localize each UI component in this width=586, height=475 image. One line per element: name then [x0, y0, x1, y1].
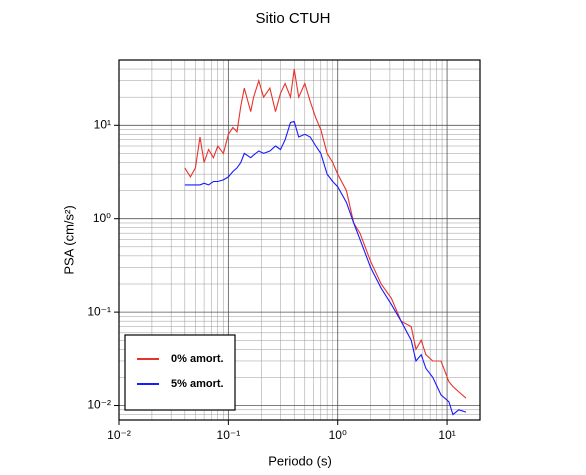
chart-title: Sitio CTUH	[255, 10, 330, 27]
legend-label: 0% amort.	[171, 353, 224, 365]
y-tick-label: 10¹	[94, 117, 111, 131]
legend-label: 5% amort.	[171, 378, 224, 390]
legend-box	[124, 334, 236, 411]
x-tick-label: 10⁻²	[107, 428, 131, 442]
y-axis-label: PSA (cm/s²)	[61, 205, 76, 274]
minor-grid	[119, 60, 480, 420]
x-axis-label: Periodo (s)	[268, 453, 332, 468]
series-line	[184, 120, 467, 416]
x-tick-label: 10¹	[438, 428, 455, 442]
y-tick-label: 10⁰	[93, 211, 111, 225]
series-line	[184, 69, 467, 399]
x-tick-label: 10⁰	[329, 428, 347, 442]
y-tick-label: 10⁻¹	[87, 304, 111, 318]
plot-frame	[118, 59, 481, 421]
x-tick-label: 10⁻¹	[217, 428, 241, 442]
y-tick-label: 10⁻²	[87, 398, 111, 412]
